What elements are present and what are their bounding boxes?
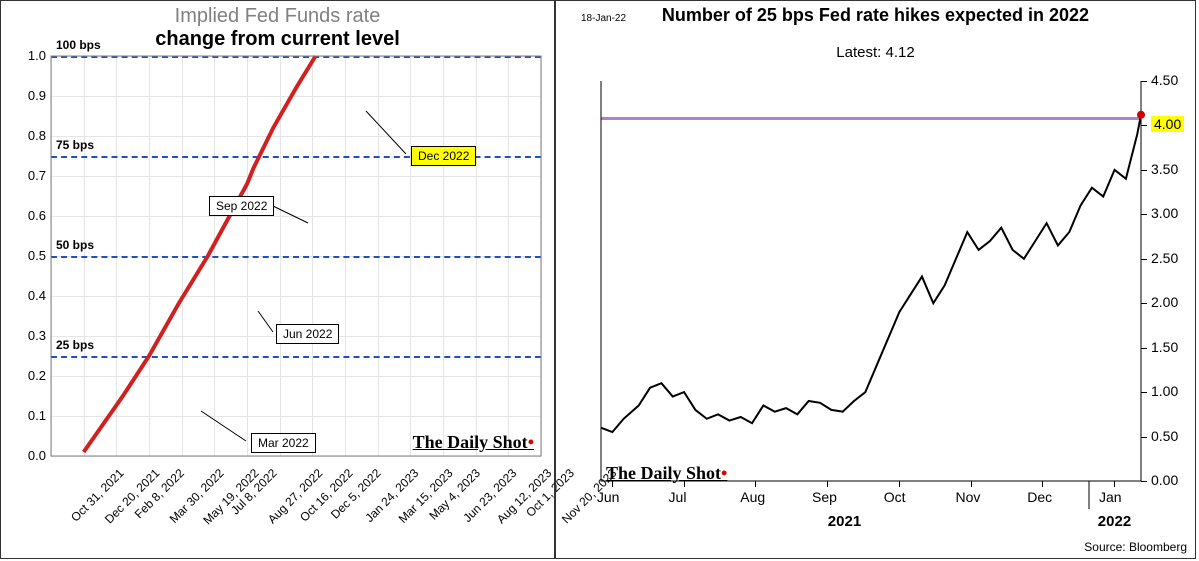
y-tick: 0.3 [21,328,46,343]
year-2022: 2022 [1098,513,1131,530]
dailyshot-logo-right: The Daily Shot• [606,463,727,484]
right-plot-area: 0.000.501.001.502.002.503.003.504.004.50… [601,81,1141,481]
y-tick: 3.50 [1151,161,1178,177]
right-subtitle: Latest: 4.12 [556,44,1195,61]
highlight-ylabel: 4.00 [1151,116,1184,132]
y-tick: 1.50 [1151,339,1178,355]
y-tick: 2.50 [1151,250,1178,266]
dash-label: 100 bps [56,38,101,52]
date-tag: 18-Jan-22 [581,13,626,24]
x-tick: Jun [597,489,620,505]
y-tick: 0.0 [21,448,46,463]
x-tick: Oct [884,489,906,505]
annotation-box: Dec 2022 [411,146,476,166]
x-tick: Jan [1099,489,1122,505]
right-chart-panel: 18-Jan-22 Number of 25 bps Fed rate hike… [555,0,1196,559]
y-tick: 0.8 [21,128,46,143]
x-tick: Jul [669,489,687,505]
y-tick: 1.0 [21,48,46,63]
right-title: Number of 25 bps Fed rate hikes expected… [556,5,1195,26]
y-tick: 0.1 [21,408,46,423]
y-tick: 0.6 [21,208,46,223]
annotation-box: Mar 2022 [251,433,316,453]
annotation-box: Sep 2022 [209,196,274,216]
y-tick: 4.50 [1151,72,1178,88]
x-tick: Sep [812,489,837,505]
x-tick: Aug [740,489,765,505]
left-plot-area: 0.00.10.20.30.40.50.60.70.80.91.0Oct 31,… [51,56,541,456]
y-tick: 0.9 [21,88,46,103]
y-tick: 0.2 [21,368,46,383]
y-tick: 0.50 [1151,428,1178,444]
y-tick: 2.00 [1151,294,1178,310]
y-tick: 0.00 [1151,472,1178,488]
y-tick: 0.5 [21,248,46,263]
year-2021: 2021 [828,513,861,530]
left-chart-panel: Implied Fed Funds rate change from curre… [0,0,555,559]
left-title-1: Implied Fed Funds rate [1,5,554,28]
y-tick: 3.00 [1151,205,1178,221]
y-tick: 0.4 [21,288,46,303]
x-tick: Dec [1027,489,1052,505]
y-tick: 0.7 [21,168,46,183]
dailyshot-logo-left: The Daily Shot• [413,432,534,453]
source-label: Source: Bloomberg [1084,540,1187,554]
y-tick: 1.00 [1151,383,1178,399]
annotation-box: Jun 2022 [276,324,339,344]
x-tick: Nov [956,489,981,505]
